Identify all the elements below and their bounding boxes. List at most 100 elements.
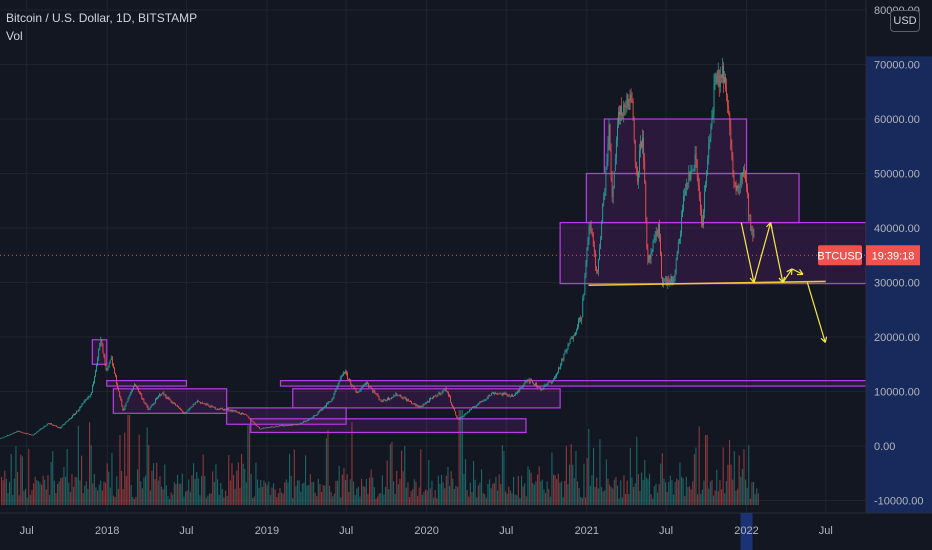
- candle-body: [263, 427, 264, 429]
- candle-body: [630, 94, 632, 101]
- candle-body: [382, 399, 384, 402]
- symbol-title[interactable]: Bitcoin / U.S. Dollar, 1D, BITSTAMP: [6, 11, 198, 25]
- candle-body: [258, 427, 260, 429]
- arrow-head: [749, 277, 755, 283]
- candle-body: [55, 425, 57, 427]
- candle-body: [580, 317, 582, 321]
- candle-body: [122, 405, 124, 411]
- candle-body: [50, 423, 51, 425]
- volume-bar: [301, 483, 303, 505]
- volume-bar: [628, 494, 630, 505]
- candle-body: [231, 410, 233, 412]
- volume-bar: [234, 488, 236, 505]
- candle-body: [708, 143, 710, 159]
- candle-body: [198, 400, 199, 402]
- candle-body: [585, 261, 587, 276]
- candle-body: [606, 161, 608, 170]
- volume-bar: [194, 478, 196, 505]
- candle-body: [120, 396, 122, 400]
- candle-body: [287, 425, 289, 426]
- volume-bar: [719, 479, 721, 505]
- volume-bar: [497, 490, 499, 505]
- candle-body: [569, 338, 571, 344]
- volume-bar: [727, 464, 729, 505]
- volume-bar: [306, 485, 308, 505]
- candle-body: [527, 379, 529, 381]
- volume-bar: [465, 459, 467, 505]
- candle-body: [345, 371, 346, 374]
- volume-bar: [353, 481, 355, 505]
- volume-bar: [15, 446, 17, 505]
- candle-body: [455, 411, 457, 416]
- currency-button[interactable]: USD: [890, 10, 920, 32]
- candle-body: [592, 232, 594, 246]
- candle-body: [6, 435, 8, 437]
- volume-bar: [676, 478, 678, 505]
- volume-bar: [380, 493, 382, 505]
- candle-body: [442, 390, 444, 392]
- candle-body: [371, 387, 373, 389]
- volume-bar: [93, 474, 95, 505]
- volume-bar: [487, 483, 489, 505]
- candle-body: [110, 357, 112, 360]
- candle-body: [43, 426, 45, 428]
- candle-body: [407, 399, 408, 401]
- candle-body: [272, 426, 274, 428]
- volume-bar: [713, 495, 715, 505]
- volume-bar: [501, 445, 503, 505]
- candle-body: [204, 403, 206, 405]
- candle-body: [403, 397, 405, 399]
- volume-bar: [26, 497, 28, 505]
- volume-bar: [567, 484, 569, 505]
- candle-body: [581, 317, 583, 321]
- candle-body: [727, 95, 729, 106]
- candle-body: [520, 387, 522, 389]
- volume-bar: [273, 483, 275, 505]
- candle-body: [47, 423, 49, 425]
- candle-body: [169, 399, 171, 401]
- candle-body: [210, 405, 212, 408]
- volume-bar: [405, 487, 407, 505]
- candle-body: [535, 383, 536, 386]
- volume-bar: [511, 493, 513, 505]
- candle-body: [481, 401, 483, 403]
- candle-body: [57, 426, 59, 428]
- candle-body: [379, 399, 381, 401]
- volume-bar: [249, 425, 251, 505]
- volume-bar: [226, 495, 228, 505]
- volume-bar: [671, 480, 673, 505]
- candle-body: [359, 389, 361, 392]
- arrow-head: [824, 336, 828, 343]
- candle-body: [410, 401, 411, 403]
- candle-body: [641, 141, 642, 148]
- candle-body: [203, 403, 205, 405]
- candle-body: [242, 412, 243, 414]
- volume-indicator-label[interactable]: Vol: [6, 29, 23, 43]
- candle-body: [673, 276, 675, 281]
- candle-body: [89, 394, 91, 397]
- volume-bar: [365, 478, 367, 505]
- candle-body: [172, 403, 174, 404]
- candle-body: [105, 363, 107, 370]
- volume-bar: [533, 484, 535, 505]
- arrow-head: [778, 277, 784, 283]
- volume-bar: [119, 435, 121, 505]
- candle-body: [319, 409, 321, 411]
- candle-body: [308, 419, 310, 421]
- candle-body: [687, 182, 689, 184]
- x-tick-label: Jul: [499, 525, 513, 537]
- candle-body: [293, 424, 295, 425]
- volume-bar: [573, 478, 575, 505]
- volume-bar: [716, 469, 718, 505]
- candle-body: [0, 437, 2, 439]
- candle-body: [3, 436, 5, 438]
- candle-body: [617, 125, 618, 141]
- volume-bar: [305, 455, 307, 505]
- volume-bar: [389, 444, 391, 505]
- candle-body: [607, 143, 609, 162]
- candle-body: [425, 401, 427, 404]
- candle-body: [608, 124, 610, 144]
- candle-body: [601, 222, 603, 240]
- volume-bar: [90, 445, 92, 505]
